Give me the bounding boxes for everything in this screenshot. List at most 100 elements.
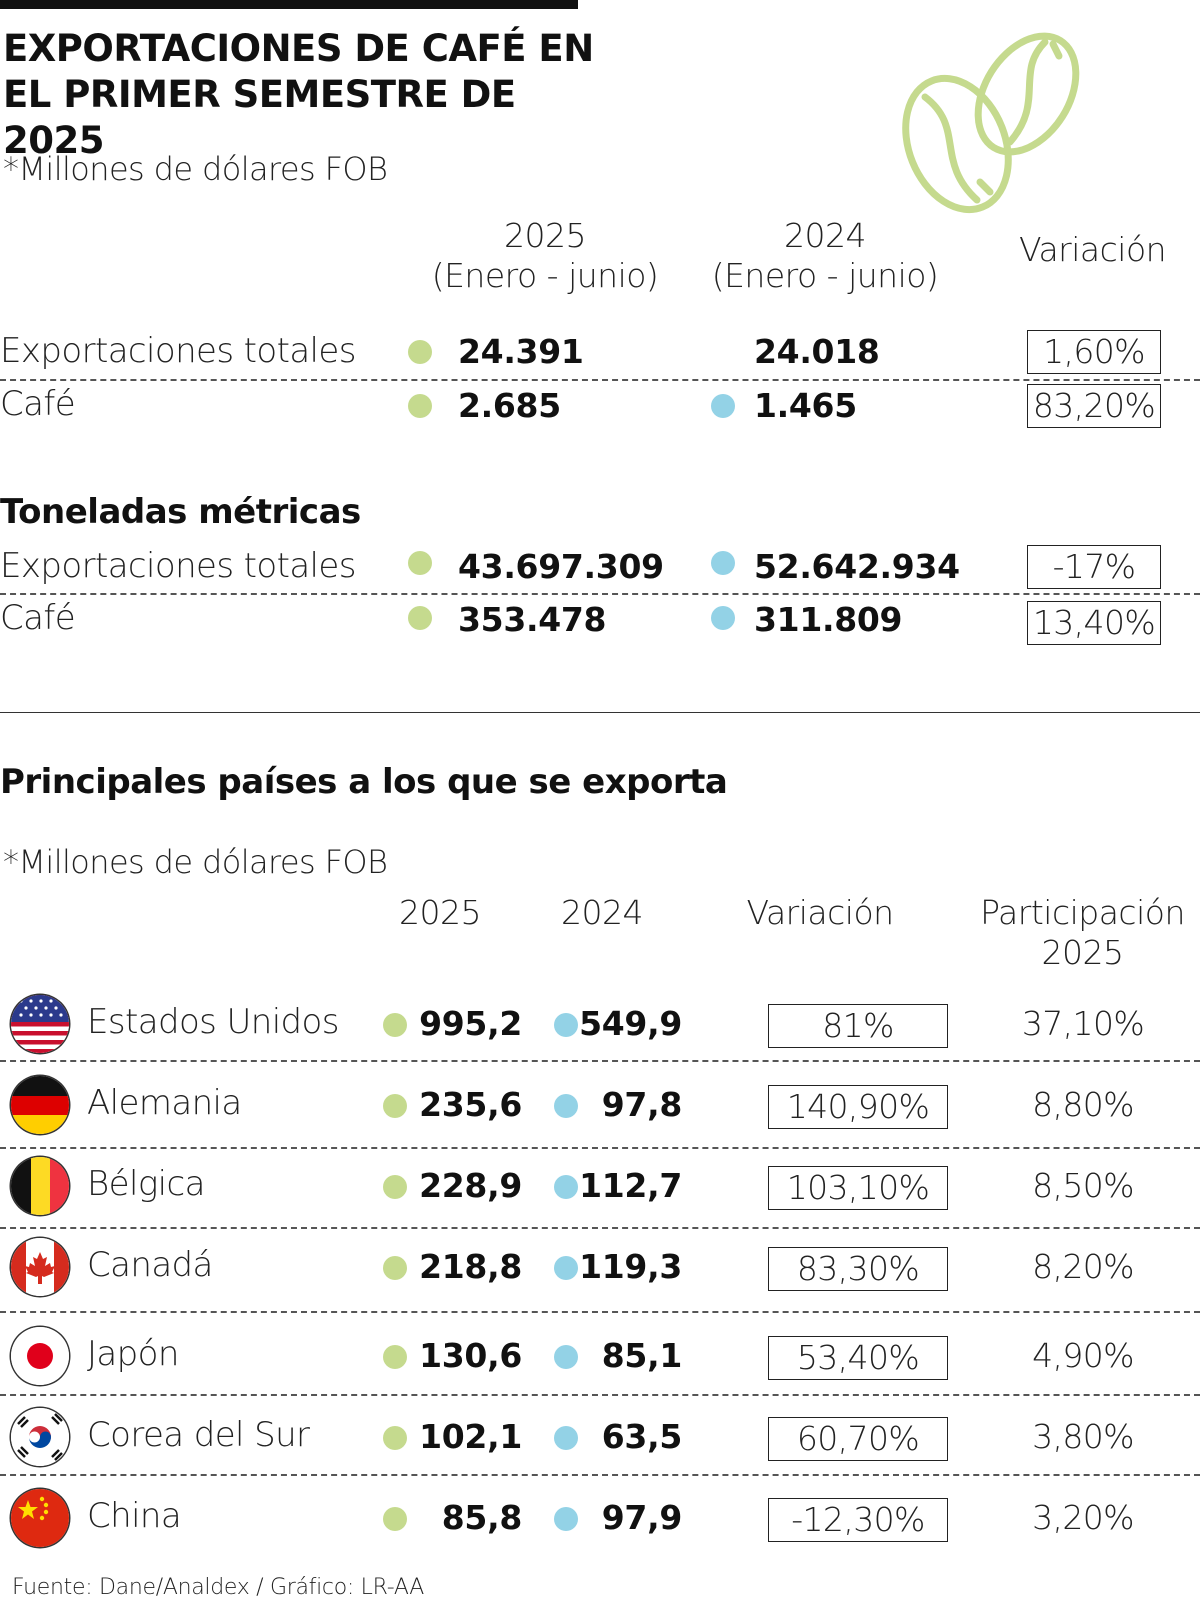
legend-dot-2025	[383, 1426, 407, 1450]
variation-badge: 53,40%	[768, 1336, 948, 1380]
legend-dot-2024	[554, 1013, 578, 1037]
legend-dot-2024	[711, 394, 735, 418]
value-2024: 112,7	[579, 1166, 682, 1205]
col-header-2024: 2024 (Enero - junio)	[695, 216, 955, 296]
page-title: EXPORTACIONES DE CAFÉ EN EL PRIMER SEMES…	[3, 27, 594, 162]
col-header-2025: 2025	[399, 893, 481, 932]
south-korea-flag-icon	[11, 1408, 69, 1466]
col-header-2024-period: (Enero - junio)	[711, 256, 939, 295]
country-name: Bélgica	[87, 1164, 205, 1204]
country-name: Japón	[87, 1334, 179, 1374]
top-rule	[0, 0, 578, 9]
variation-badge: 83,30%	[768, 1247, 948, 1291]
unit-note: *Millones de dólares FOB	[3, 150, 388, 188]
share-value: 3,80%	[1032, 1417, 1134, 1456]
variation-badge: 60,70%	[768, 1417, 948, 1461]
value-2024: 52.642.934	[754, 547, 960, 586]
variation-badge: 13,40%	[1027, 601, 1161, 645]
row-label: Exportaciones totales	[0, 331, 356, 371]
row-label: Exportaciones totales	[0, 546, 356, 586]
value-2024: 85,1	[601, 1336, 683, 1375]
row-divider	[0, 379, 1200, 381]
legend-dot-2025	[383, 1094, 407, 1118]
variation-badge: 81%	[768, 1004, 948, 1048]
col-header-2024-year: 2024	[784, 216, 866, 255]
row-divider	[0, 1060, 1200, 1062]
legend-dot-2025	[383, 1013, 407, 1037]
value-2025: 228,9	[419, 1166, 522, 1205]
legend-dot-2025	[383, 1256, 407, 1280]
country-name: Alemania	[87, 1083, 242, 1123]
value-2024: 97,9	[601, 1498, 683, 1537]
belgium-flag-icon	[11, 1157, 69, 1215]
share-value: 4,90%	[1032, 1336, 1134, 1375]
legend-dot-2025	[383, 1175, 407, 1199]
row-label: Café	[0, 384, 76, 424]
germany-flag-icon	[11, 1076, 69, 1134]
value-2025: 353.478	[458, 600, 607, 639]
variation-badge: -12,30%	[768, 1498, 948, 1542]
value-2025: 24.391	[458, 332, 584, 371]
legend-dot-2024	[554, 1345, 578, 1369]
legend-dot-2024	[554, 1094, 578, 1118]
legend-dot-2024	[711, 606, 735, 630]
col-header-share-line2: 2025	[1041, 933, 1124, 972]
value-2025: 43.697.309	[458, 547, 664, 586]
value-2024: 549,9	[579, 1004, 682, 1043]
country-name: Corea del Sur	[87, 1415, 310, 1455]
share-value: 3,20%	[1032, 1498, 1134, 1537]
share-value: 8,80%	[1032, 1085, 1134, 1124]
row-divider	[0, 1394, 1200, 1396]
value-2024: 311.809	[754, 600, 903, 639]
row-divider	[0, 1311, 1200, 1313]
value-2025: 235,6	[419, 1085, 522, 1124]
variation-badge: -17%	[1027, 545, 1161, 589]
usa-flag-icon	[11, 995, 69, 1053]
legend-dot-2025	[408, 340, 432, 364]
row-label: Café	[0, 598, 76, 638]
legend-dot-2024	[711, 551, 735, 575]
section-divider	[0, 712, 1200, 713]
col-header-2025: 2025 (Enero - junio)	[415, 216, 675, 296]
value-2025: 130,6	[419, 1336, 522, 1375]
value-2024: 24.018	[754, 332, 880, 371]
japan-flag-icon	[11, 1327, 69, 1385]
row-divider	[0, 593, 1200, 595]
share-value: 8,50%	[1032, 1166, 1134, 1205]
share-value: 37,10%	[1021, 1004, 1145, 1043]
variation-badge: 1,60%	[1027, 330, 1161, 374]
legend-dot-2025	[408, 551, 432, 575]
country-name: Canadá	[87, 1245, 213, 1285]
value-2024: 63,5	[601, 1417, 683, 1456]
value-2024: 1.465	[754, 386, 857, 425]
col-header-2025-year: 2025	[504, 216, 586, 255]
canada-flag-icon	[11, 1238, 69, 1296]
source-note: Fuente: Dane/Analdex / Gráfico: LR-AA	[12, 1575, 424, 1600]
row-divider	[0, 1227, 1200, 1229]
col-header-variation: Variación	[1018, 230, 1167, 269]
value-2025: 995,2	[419, 1004, 522, 1043]
country-name: China	[87, 1496, 182, 1536]
variation-badge: 103,10%	[768, 1166, 948, 1210]
row-divider	[0, 1147, 1200, 1149]
legend-dot-2024	[554, 1426, 578, 1450]
value-2025: 102,1	[419, 1417, 522, 1456]
share-value: 8,20%	[1032, 1247, 1134, 1286]
legend-dot-2024	[554, 1256, 578, 1280]
country-name: Estados Unidos	[87, 1002, 339, 1042]
variation-badge: 140,90%	[768, 1085, 948, 1129]
legend-dot-2025	[408, 606, 432, 630]
legend-dot-2025	[383, 1345, 407, 1369]
col-header-2025-period: (Enero - junio)	[431, 256, 659, 295]
legend-dot-2025	[408, 394, 432, 418]
section-title-countries: Principales países a los que se exporta	[0, 762, 728, 802]
col-header-2024: 2024	[561, 893, 643, 932]
col-header-variation: Variación	[746, 893, 894, 932]
variation-badge: 83,20%	[1027, 384, 1161, 428]
col-header-share: Participación 2025	[970, 893, 1195, 973]
section-title-tons: Toneladas métricas	[0, 492, 361, 532]
row-divider	[0, 1474, 1200, 1476]
col-header-share-line1: Participación	[980, 893, 1185, 932]
legend-dot-2025	[383, 1507, 407, 1531]
value-2024: 97,8	[601, 1085, 683, 1124]
